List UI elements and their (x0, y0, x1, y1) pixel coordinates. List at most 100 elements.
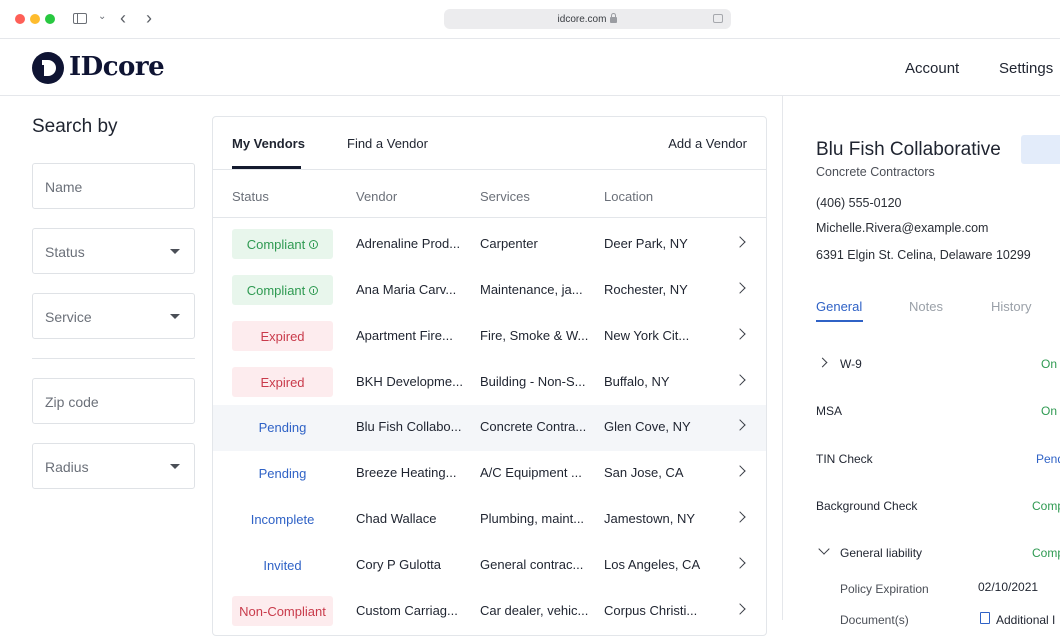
vendor-table-card: My Vendors Find a Vendor Add a Vendor St… (212, 116, 767, 636)
app-header: IDcore Account Settings (0, 40, 1060, 96)
maximize-window-button[interactable] (45, 14, 55, 24)
vendor-phone[interactable]: (406) 555-0120 (816, 196, 902, 210)
nav-account-link[interactable]: Account (905, 60, 960, 77)
info-icon[interactable] (309, 285, 319, 295)
table-row[interactable]: Compliant Ana Maria Carv... Maintenance,… (213, 268, 766, 314)
compliance-item-label: General liability (840, 546, 923, 560)
detail-action-button[interactable] (1021, 135, 1060, 164)
zip-code-input[interactable]: Zip code (32, 378, 195, 424)
table-row[interactable]: Expired Apartment Fire... Fire, Smoke & … (213, 314, 766, 360)
logo-icon (32, 52, 64, 84)
zip-code-placeholder: Zip code (45, 394, 99, 410)
chevron-right-icon[interactable] (817, 357, 828, 368)
chevron-right-icon[interactable] (734, 236, 746, 248)
close-window-button[interactable] (15, 14, 25, 24)
tab-history[interactable]: History (991, 299, 1032, 314)
table-row[interactable]: Non-Compliant Custom Carriag... Car deal… (213, 589, 766, 635)
vendor-location: Buffalo, NY (604, 374, 670, 389)
service-placeholder: Service (45, 309, 92, 325)
chevron-right-icon[interactable] (734, 419, 746, 431)
sidebar-toggle-icon[interactable] (73, 13, 87, 24)
name-input[interactable]: Name (32, 163, 195, 209)
compliance-item-label: TIN Check (816, 452, 873, 466)
table-row[interactable]: Invited Cory P Gulotta General contrac..… (213, 543, 766, 589)
status-badge: Pending (258, 419, 307, 435)
radius-select[interactable]: Radius (32, 443, 195, 489)
vendor-name: BKH Developme... (356, 374, 463, 389)
address-bar[interactable]: idcore.com (444, 9, 731, 29)
vendor-location: New York Cit... (604, 328, 690, 343)
column-header-services[interactable]: Services (480, 189, 530, 204)
column-header-vendor[interactable]: Vendor (356, 189, 398, 204)
chevron-right-icon[interactable] (734, 603, 746, 615)
status-badge: Compliant (232, 275, 333, 305)
table-row[interactable]: Pending Breeze Heating... A/C Equipment … (213, 451, 766, 497)
table-row[interactable]: Incomplete Chad Wallace Plumbing, maint.… (213, 497, 766, 543)
active-tab-indicator (816, 320, 863, 322)
url-text: idcore.com (557, 13, 607, 25)
vendor-name: Apartment Fire... (356, 328, 453, 343)
vendor-location: Los Angeles, CA (604, 557, 701, 572)
vendor-services: Car dealer, vehic... (480, 603, 589, 618)
caret-down-icon (170, 464, 180, 469)
vendor-detail-panel: Blu Fish Collaborative Concrete Contract… (782, 96, 1060, 627)
active-tab-indicator (232, 166, 301, 169)
chevron-right-icon[interactable] (734, 511, 746, 523)
caret-down-icon (170, 314, 180, 319)
status-select[interactable]: Status (32, 228, 195, 274)
vendor-services: Building - Non-S... (480, 374, 586, 389)
back-arrow-icon[interactable]: ‹ (120, 8, 126, 28)
tab-general[interactable]: General (816, 299, 863, 314)
column-header-location[interactable]: Location (604, 189, 654, 204)
compliance-item-status: Comp (1032, 546, 1060, 560)
chevron-right-icon[interactable] (734, 374, 746, 386)
minimize-window-button[interactable] (30, 14, 40, 24)
vendor-location: Corpus Christi... (604, 603, 698, 618)
status-badge: Expired (232, 321, 333, 351)
caret-down-icon (170, 249, 180, 254)
table-row-selected[interactable]: Pending Blu Fish Collabo... Concrete Con… (213, 405, 766, 451)
logo-text: IDcore (69, 52, 165, 82)
status-badge: Invited (263, 557, 302, 573)
chevron-right-icon[interactable] (734, 465, 746, 477)
chevron-right-icon[interactable] (734, 328, 746, 340)
reader-icon[interactable] (713, 14, 723, 23)
info-icon[interactable] (309, 239, 319, 249)
status-placeholder: Status (45, 244, 85, 260)
vendor-name: Cory P Gulotta (356, 557, 442, 572)
vendor-name: Ana Maria Carv... (356, 282, 457, 297)
table-row[interactable]: Expired BKH Developme... Building - Non-… (213, 360, 766, 406)
compliance-item-status: Pend (1036, 452, 1060, 466)
tab-notes[interactable]: Notes (909, 299, 943, 314)
vendor-tabs: My Vendors Find a Vendor Add a Vendor (213, 117, 766, 170)
tab-my-vendors[interactable]: My Vendors (232, 136, 305, 151)
service-select[interactable]: Service (32, 293, 195, 339)
document-link[interactable]: Additional I (996, 613, 1056, 627)
compliance-item-status: On (1041, 404, 1058, 418)
vendor-services: General contrac... (480, 557, 584, 572)
chevron-right-icon[interactable] (734, 282, 746, 294)
vendor-address: 6391 Elgin St. Celina, Delaware 10299 (816, 248, 1031, 262)
compliance-item-label: Background Check (816, 499, 918, 513)
vendor-detail-category: Concrete Contractors (816, 165, 935, 179)
vendor-services: Carpenter (480, 236, 538, 251)
column-header-status[interactable]: Status (232, 189, 269, 204)
status-badge: Expired (232, 367, 333, 397)
forward-arrow-icon[interactable]: › (146, 8, 152, 28)
vendor-email[interactable]: Michelle.Rivera@example.com (816, 221, 989, 235)
status-badge: Compliant (232, 229, 333, 259)
tab-find-vendor[interactable]: Find a Vendor (347, 136, 428, 151)
nav-settings-link[interactable]: Settings (999, 60, 1054, 77)
compliance-item-status: Comp (1032, 499, 1060, 513)
status-badge: Non-Compliant (232, 596, 333, 626)
chevron-down-icon[interactable] (818, 543, 830, 555)
filter-divider (32, 358, 195, 359)
status-badge: Incomplete (250, 511, 315, 527)
table-row[interactable]: Compliant Adrenaline Prod... Carpenter D… (213, 222, 766, 268)
compliance-item-label: W-9 (840, 357, 862, 371)
chevron-down-icon[interactable]: ⌄ (98, 11, 107, 22)
search-by-heading: Search by (32, 116, 118, 137)
add-vendor-link[interactable]: Add a Vendor (668, 136, 747, 151)
chevron-right-icon[interactable] (734, 557, 746, 569)
name-placeholder: Name (45, 179, 83, 195)
